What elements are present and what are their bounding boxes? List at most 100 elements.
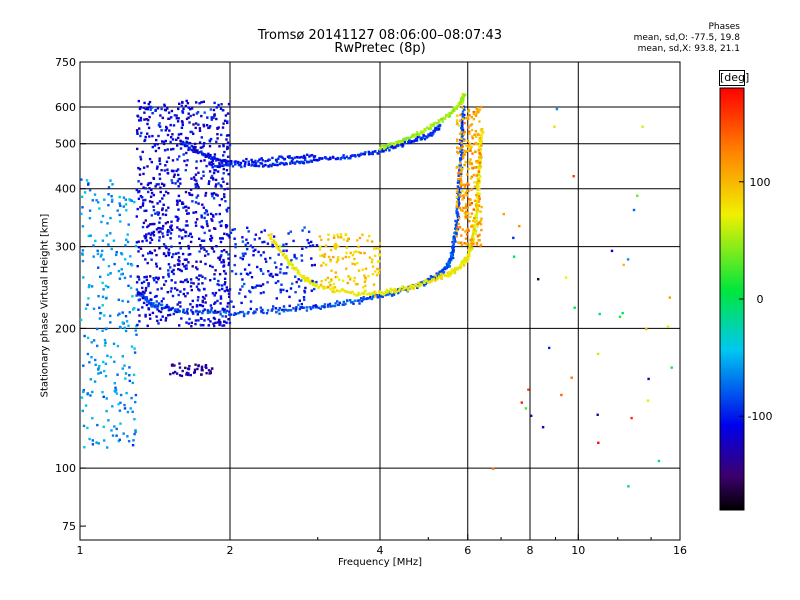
trace-point [462,94,465,98]
cloud-point [479,164,482,167]
cloud-point [202,100,205,103]
cloud-point [187,247,191,250]
x-axis-label: Frequency [MHz] [337,557,423,568]
cloud-point [151,311,155,315]
cloud-point [136,114,139,117]
cloud-point [465,117,468,120]
cloud-point [169,237,172,240]
cloud-point [109,272,112,275]
trace-point [464,261,468,264]
cloud-point [215,193,218,196]
cloud-point [194,319,198,322]
trace-point [442,270,446,274]
cloud-point [137,299,140,302]
cloud-point [111,183,114,186]
trace-point [395,290,398,293]
cloud-point [115,427,118,431]
cloud-point [165,306,168,309]
x-tick-label: 8 [527,544,534,557]
trace-point [288,263,291,266]
cloud-point [193,368,197,371]
cloud-point [364,284,367,287]
cloud-point [475,241,479,245]
cloud-point [476,159,479,163]
cloud-point [329,284,332,287]
cloud-point [166,107,169,110]
cloud-point [378,242,382,245]
trace-point [188,146,191,149]
cloud-point [95,441,98,444]
trace-point [273,241,277,245]
cloud-point [146,107,149,110]
cloud-point [105,397,108,400]
trace-point [461,96,464,99]
cloud-point [96,252,100,256]
colorbar-tick-label: 0 [757,293,764,306]
cloud-point [200,136,203,139]
trace-point [392,143,396,147]
cloud-point [169,372,172,376]
trace-point [279,161,282,165]
cloud-point [142,301,146,305]
cloud-point [142,280,146,283]
cloud-point [154,276,158,279]
trace-point [198,310,202,313]
isolated-point [626,258,630,261]
trace-point [195,309,198,313]
cloud-point [177,194,181,198]
cloud-point [186,292,189,295]
cloud-point [119,401,122,404]
trace-point [215,311,218,314]
cloud-point [200,239,204,242]
cloud-point [164,139,167,143]
cloud-point [81,253,84,257]
cloud-point [142,172,145,176]
trace-point [434,121,437,124]
trace-point [459,173,462,177]
cloud-point [294,291,297,294]
cloud-point [301,229,304,232]
trace-point [289,309,292,312]
cloud-point [361,268,364,271]
cloud-point [459,119,462,122]
cloud-point [305,246,308,249]
cloud-point [318,248,322,251]
cloud-point [156,319,159,323]
cloud-point [259,292,263,295]
cloud-point [476,234,480,238]
cloud-point [320,238,323,241]
cloud-point [264,257,267,261]
cloud-point [107,265,111,268]
cloud-point [86,393,89,396]
cloud-point [173,114,177,117]
cloud-point [213,114,216,117]
trace-point [378,149,381,153]
cloud-point [219,237,222,240]
trace-point [412,287,415,290]
cloud-point [243,282,246,286]
cloud-point [322,261,325,264]
cloud-point [233,228,236,231]
trace-point [277,309,280,312]
cloud-point [479,223,483,226]
cloud-point [289,230,292,233]
cloud-point [169,227,173,230]
trace-point [261,308,264,312]
cloud-point [119,422,122,425]
cloud-point [249,307,252,311]
cloud-point [140,281,144,285]
cloud-point [178,228,181,231]
cloud-point [455,195,458,199]
trace-point [277,157,280,160]
cloud-point [476,133,480,137]
cloud-point [332,255,335,259]
cloud-point [167,253,170,257]
cloud-point [227,263,230,267]
cloud-point [471,238,474,242]
trace-point [416,131,419,134]
cloud-point [474,150,477,153]
trace-point [341,303,344,306]
y-tick-label: 400 [55,183,76,196]
cloud-point [126,435,129,438]
cloud-point [178,362,181,365]
